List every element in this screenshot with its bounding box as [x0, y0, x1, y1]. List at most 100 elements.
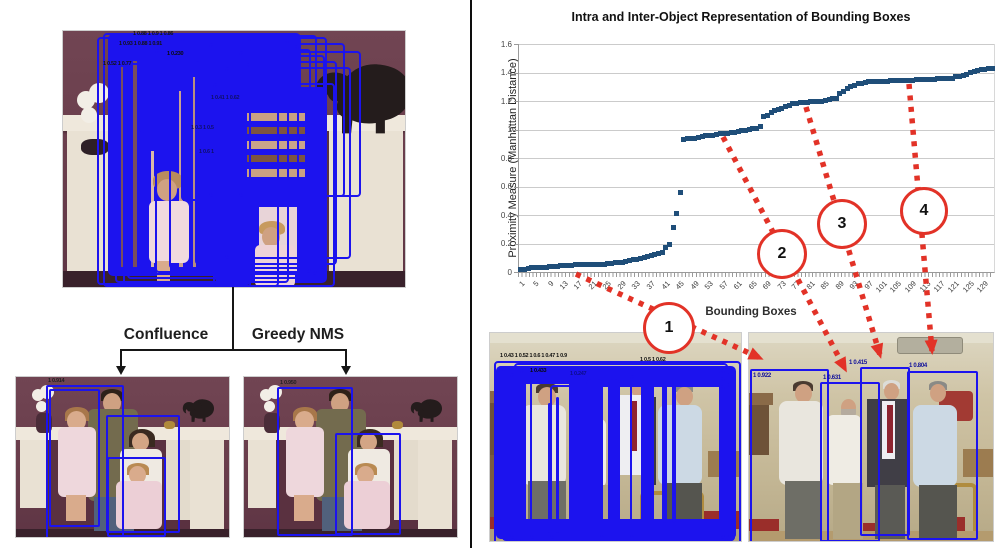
arrowhead-right — [341, 366, 351, 375]
girl-face — [295, 411, 314, 431]
scatter-point — [913, 77, 919, 83]
confluence-bounding-box — [46, 385, 124, 537]
gold-ornament — [164, 421, 175, 429]
x-tick-label-text: 25 — [601, 279, 614, 292]
scatter-point — [877, 78, 883, 84]
scatter-point — [924, 77, 930, 83]
raw-box-outline — [103, 33, 279, 287]
scatter-point — [793, 100, 799, 106]
scatter-point — [848, 84, 854, 90]
scatter-point — [587, 262, 593, 268]
scatter-point — [833, 95, 839, 101]
x-tick-label-text: 1 — [516, 279, 527, 289]
scatter-point — [953, 74, 959, 80]
girl-face — [157, 179, 177, 201]
scatter-point — [525, 265, 531, 271]
scatter-point — [750, 126, 756, 132]
scatter-point — [873, 78, 879, 84]
man4-face — [676, 387, 693, 406]
callout-circle-4: 4 — [900, 187, 948, 235]
scatter-point — [674, 211, 680, 217]
scatter-point — [739, 128, 745, 134]
photo-slit — [133, 61, 137, 267]
y-tick-label: 0.4 — [500, 210, 512, 220]
girl-face — [67, 411, 86, 431]
man1-shirt — [779, 401, 823, 485]
dense-box-outline — [494, 361, 741, 541]
scatter-point — [677, 189, 683, 195]
elephant-statue-icon — [182, 399, 215, 422]
scatter-point — [529, 265, 535, 271]
scatter-point — [623, 258, 629, 264]
dense-box-outline — [550, 385, 725, 539]
mantel-leg-right — [418, 440, 452, 534]
scatter-point — [724, 130, 730, 136]
scatter-point — [895, 77, 901, 83]
arrowhead-left — [116, 366, 126, 375]
scatter-point — [605, 260, 611, 266]
x-tick-label-text: 65 — [746, 279, 759, 292]
clean-bounding-box — [750, 369, 829, 541]
scatter-point — [714, 131, 720, 137]
detection-score-label: 1 0.914 — [48, 378, 65, 384]
x-tick-label-text: 89 — [833, 279, 846, 292]
detection-score-label: 1 0.950 — [280, 380, 297, 386]
scatter-point — [855, 81, 861, 87]
girl-dress — [58, 427, 96, 497]
photo-slit — [247, 141, 305, 149]
clean-bounding-box — [907, 371, 978, 540]
scatter-point — [754, 125, 759, 131]
woman-face — [132, 433, 149, 451]
mantel-leg-right — [329, 131, 403, 287]
detection-score-label: 1 0.230 — [167, 51, 184, 57]
greedy-bounding-box — [335, 433, 401, 535]
x-tick-label-text: 117 — [932, 279, 947, 294]
y-tick-label: 1.6 — [500, 39, 512, 49]
detection-score-label: 1 0.415 — [849, 360, 867, 366]
photo-slit — [247, 155, 305, 162]
child-face — [262, 227, 280, 247]
x-tick-label-text: 45 — [673, 279, 686, 292]
man2-trousers — [833, 483, 863, 539]
scatter-point — [710, 132, 716, 138]
scatter-point — [804, 99, 810, 105]
scatter-point — [790, 101, 796, 107]
scatter-point — [695, 134, 701, 140]
scatter-point — [957, 73, 963, 79]
scatter-point — [928, 77, 934, 83]
girl-legs — [66, 495, 86, 521]
dense-box-fill — [548, 403, 551, 533]
scatter-point — [906, 77, 912, 83]
scatter-point — [652, 252, 658, 258]
scatter-point — [732, 129, 738, 135]
scatter-point — [663, 245, 669, 251]
scatter-point — [721, 130, 727, 136]
scatter-point — [699, 134, 705, 140]
scatter-chart: Intra and Inter-Object Representation of… — [471, 0, 1000, 330]
scatter-point — [532, 265, 538, 271]
photo-slit — [247, 113, 305, 121]
scatter-point — [920, 77, 926, 83]
callout-number: 3 — [837, 215, 847, 232]
y-tick-mark — [514, 186, 518, 188]
floor — [749, 531, 993, 541]
scatter-point — [550, 263, 556, 269]
scatter-point — [880, 78, 886, 84]
y-tick-mark — [514, 72, 518, 74]
scatter-point — [569, 263, 575, 269]
vase — [81, 139, 109, 155]
scatter-point — [942, 75, 948, 81]
dense-detections-photo: 1 0.43 1 0.52 1 0.6 1 0.47 1 0.9 1 0.5 1 … — [489, 332, 742, 542]
x-tick-label-text: 61 — [731, 279, 744, 292]
detection-score-label: 1 0.804 — [909, 363, 927, 369]
scatter-point — [978, 67, 984, 73]
raw-box-outline — [155, 49, 311, 273]
scatter-point — [685, 136, 691, 142]
raw-box-outline — [213, 83, 335, 287]
detection-score-label: 1 0.41 1 0.62 — [211, 95, 240, 101]
man4-face — [930, 384, 946, 402]
scatter-point — [960, 72, 966, 78]
connector-stem — [232, 287, 234, 350]
x-tick-label-text: 105 — [888, 279, 904, 295]
